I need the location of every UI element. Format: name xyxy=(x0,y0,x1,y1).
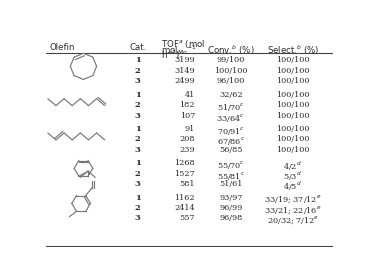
Text: 96/98: 96/98 xyxy=(219,214,242,222)
Text: 2: 2 xyxy=(135,101,141,109)
Text: 55/70$^{c}$: 55/70$^{c}$ xyxy=(217,159,245,171)
Text: 20/32; 7/12$^{e}$: 20/32; 7/12$^{e}$ xyxy=(267,214,319,226)
Text: 2414: 2414 xyxy=(174,204,195,212)
Text: 2: 2 xyxy=(135,170,141,178)
Text: 3149: 3149 xyxy=(174,67,195,75)
Text: mol$_{Mo}$$^{-1}$: mol$_{Mo}$$^{-1}$ xyxy=(161,43,197,57)
Text: 4/5$^{d}$: 4/5$^{d}$ xyxy=(283,180,302,193)
Text: Conv.$^{b}$ (%): Conv.$^{b}$ (%) xyxy=(207,43,255,57)
Text: 100/100: 100/100 xyxy=(276,111,309,120)
Text: 1527: 1527 xyxy=(174,170,195,178)
Text: 3: 3 xyxy=(135,180,141,188)
Text: 32/62: 32/62 xyxy=(219,91,242,99)
Text: 239: 239 xyxy=(179,146,195,154)
Text: 2: 2 xyxy=(135,204,141,212)
Text: 1268: 1268 xyxy=(174,159,195,167)
Text: 100/100: 100/100 xyxy=(276,56,309,64)
Text: 41: 41 xyxy=(185,91,195,99)
Text: 100/100: 100/100 xyxy=(276,135,309,143)
Text: 96/99: 96/99 xyxy=(219,204,242,212)
Text: 2: 2 xyxy=(135,67,141,75)
Text: 51/70$^{c}$: 51/70$^{c}$ xyxy=(217,101,245,113)
Text: 3: 3 xyxy=(135,77,141,85)
Text: 91: 91 xyxy=(185,125,195,133)
Text: 4/2$^{d}$: 4/2$^{d}$ xyxy=(283,159,302,173)
Text: 67/86$^{c}$: 67/86$^{c}$ xyxy=(217,135,245,147)
Text: 55/81$^{c}$: 55/81$^{c}$ xyxy=(217,170,245,182)
Text: 56/85: 56/85 xyxy=(219,146,242,154)
Text: 93/97: 93/97 xyxy=(219,193,242,202)
Text: 100/100: 100/100 xyxy=(214,67,248,75)
Text: 100/100: 100/100 xyxy=(276,146,309,154)
Text: 100/100: 100/100 xyxy=(276,91,309,99)
Text: 1: 1 xyxy=(135,193,141,202)
Text: 100/100: 100/100 xyxy=(276,101,309,109)
Text: Cat.: Cat. xyxy=(129,43,146,52)
Text: 3: 3 xyxy=(135,214,141,222)
Text: 99/100: 99/100 xyxy=(216,56,245,64)
Text: 100/100: 100/100 xyxy=(276,77,309,85)
Text: 1: 1 xyxy=(135,159,141,167)
Text: Olefin: Olefin xyxy=(49,43,75,52)
Text: 2499: 2499 xyxy=(174,77,195,85)
Text: Select.$^{b}$ (%): Select.$^{b}$ (%) xyxy=(266,43,319,57)
Text: 33/19; 37/12$^{e}$: 33/19; 37/12$^{e}$ xyxy=(264,193,322,205)
Text: 100/100: 100/100 xyxy=(276,125,309,133)
Text: 107: 107 xyxy=(180,111,195,120)
Text: 557: 557 xyxy=(179,214,195,222)
Text: 5/3$^{d}$: 5/3$^{d}$ xyxy=(283,170,302,183)
Text: 3: 3 xyxy=(135,146,141,154)
Text: 3: 3 xyxy=(135,111,141,120)
Text: 70/91$^{c}$: 70/91$^{c}$ xyxy=(217,125,245,137)
Text: 100/100: 100/100 xyxy=(276,67,309,75)
Text: 1: 1 xyxy=(135,91,141,99)
Text: 208: 208 xyxy=(179,135,195,143)
Text: TOF$^{a}$ (mol: TOF$^{a}$ (mol xyxy=(161,38,205,50)
Text: 1162: 1162 xyxy=(174,193,195,202)
Text: h$^{-1}$): h$^{-1}$) xyxy=(161,49,180,62)
Text: 3199: 3199 xyxy=(174,56,195,64)
Text: 51/61: 51/61 xyxy=(219,180,242,188)
Text: 2: 2 xyxy=(135,135,141,143)
Text: 581: 581 xyxy=(179,180,195,188)
Text: 96/100: 96/100 xyxy=(216,77,245,85)
Text: 1: 1 xyxy=(135,125,141,133)
Text: 33/21; 22/16$^{e}$: 33/21; 22/16$^{e}$ xyxy=(264,204,322,215)
Text: 1: 1 xyxy=(135,56,141,64)
Text: 33/64$^{c}$: 33/64$^{c}$ xyxy=(216,111,245,123)
Text: 182: 182 xyxy=(179,101,195,109)
